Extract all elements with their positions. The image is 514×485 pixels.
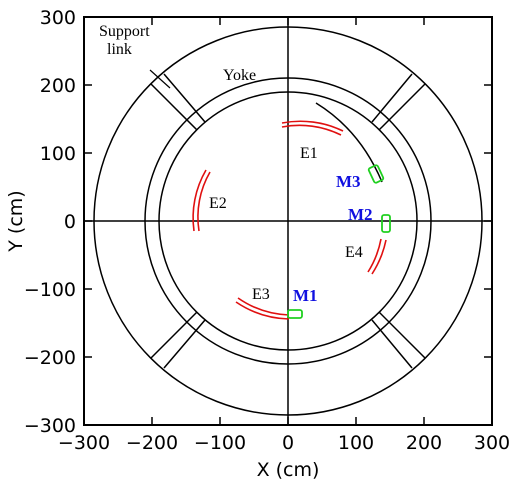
x-tick-label: −100 — [194, 432, 246, 454]
support-link-sw — [150, 311, 198, 359]
y-axis-title: Y (cm) — [5, 190, 27, 252]
x-tick-label: 100 — [338, 432, 374, 454]
label-yoke: Yoke — [223, 67, 256, 84]
detector-e4 — [367, 238, 387, 275]
label-m1: M1 — [293, 286, 318, 305]
y-tick-label: 300 — [40, 7, 76, 29]
detector-e2 — [192, 169, 211, 232]
support-link-sw-2 — [163, 319, 206, 369]
x-tick-label: 0 — [282, 432, 294, 454]
marker-m1-box — [287, 309, 303, 319]
x-tick-label: −200 — [126, 432, 178, 454]
x-tick-label: 300 — [474, 432, 510, 454]
detector-e1 — [281, 120, 344, 136]
middle-ring — [144, 77, 432, 365]
axis-ticks: −300 −200 −100 0 100 200 300 −300 −200 −100 0 100 20… — [24, 7, 510, 454]
label-e3: E3 — [252, 286, 270, 303]
label-e2: E2 — [209, 195, 227, 212]
support-link-pointer — [149, 69, 171, 89]
y-tick-label: 200 — [40, 75, 76, 97]
label-e1: E1 — [300, 145, 318, 162]
support-link-nw-2 — [163, 73, 206, 123]
label-e4: E4 — [345, 244, 363, 261]
y-tick-label: 0 — [64, 211, 76, 233]
support-link-se-2 — [371, 319, 413, 369]
marker-m3-box — [367, 164, 385, 184]
x-axis-title: X (cm) — [257, 459, 320, 481]
support-link-ne-2 — [371, 73, 413, 123]
support-link-se — [378, 311, 426, 359]
x-tick-label: 200 — [406, 432, 442, 454]
outer-yoke-ring — [93, 26, 483, 416]
detector-e3 — [235, 297, 290, 320]
support-link-nw — [150, 83, 198, 131]
support-link-ne — [378, 83, 426, 131]
y-tick-label: −300 — [24, 415, 76, 437]
y-tick-label: 100 — [40, 143, 76, 165]
marker-m2-box — [381, 214, 391, 233]
inner-ring — [158, 91, 418, 351]
y-tick-label: −100 — [24, 279, 76, 301]
label-m3: M3 — [336, 172, 361, 191]
label-support-link-1: Support — [99, 23, 150, 40]
label-support-link-2: link — [107, 41, 132, 58]
x-tick-label: −300 — [58, 432, 110, 454]
beam-path-curve — [315, 102, 383, 183]
y-tick-label: −200 — [24, 347, 76, 369]
label-m2: M2 — [348, 205, 373, 224]
